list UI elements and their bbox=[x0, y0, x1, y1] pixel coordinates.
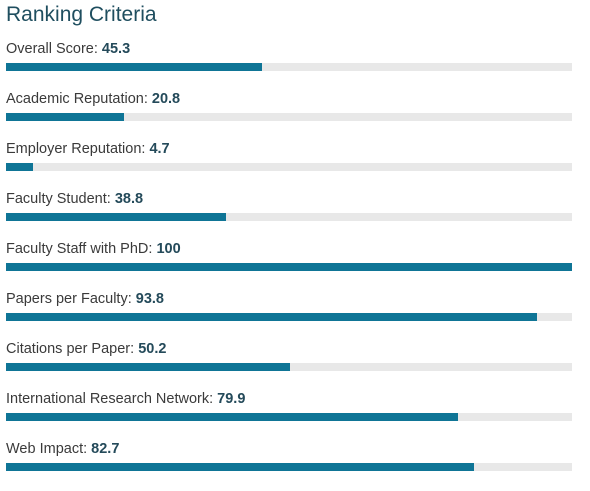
criterion-name: Faculty Student: bbox=[6, 191, 111, 207]
criterion-name: Citations per Paper: bbox=[6, 341, 135, 357]
section-title: Ranking Criteria bbox=[6, 3, 157, 26]
criterion-value: 20.8 bbox=[151, 91, 181, 107]
progress-bar-track bbox=[6, 313, 572, 321]
criterion-name: International Research Network: bbox=[6, 391, 214, 407]
progress-bar-track bbox=[6, 213, 572, 221]
criterion-label: Citations per Paper: 50.2 bbox=[6, 340, 572, 358]
criterion-value: 100 bbox=[156, 241, 181, 257]
criterion-row-citations-per-paper: Citations per Paper: 50.2 bbox=[6, 340, 572, 390]
criterion-row-international-research-network: International Research Network: 79.9 bbox=[6, 390, 572, 440]
progress-bar-fill bbox=[6, 413, 459, 421]
progress-bar-fill bbox=[6, 63, 263, 71]
criterion-label: Papers per Faculty: 93.8 bbox=[6, 290, 572, 308]
criterion-value: 4.7 bbox=[149, 141, 170, 157]
progress-bar-track bbox=[6, 163, 572, 171]
progress-bar-fill bbox=[6, 463, 475, 471]
criterion-row-faculty-student: Faculty Student: 38.8 bbox=[6, 190, 572, 240]
progress-bar-track bbox=[6, 363, 572, 371]
criterion-label: Overall Score: 45.3 bbox=[6, 40, 572, 58]
criterion-label: Academic Reputation: 20.8 bbox=[6, 90, 572, 108]
criterion-value: 38.8 bbox=[114, 191, 144, 207]
progress-bar-fill bbox=[6, 163, 33, 171]
criterion-name: Faculty Staff with PhD: bbox=[6, 241, 153, 257]
progress-bar-fill bbox=[6, 113, 124, 121]
criterion-label: Faculty Staff with PhD: 100 bbox=[6, 240, 572, 258]
ranking-criteria-panel: Ranking Criteria Overall Score: 45.3 Aca… bbox=[6, 0, 572, 490]
criterion-row-web-impact: Web Impact: 82.7 bbox=[6, 440, 572, 490]
criterion-name: Academic Reputation: bbox=[6, 91, 148, 107]
criterion-value: 82.7 bbox=[91, 441, 120, 457]
criterion-row-academic-reputation: Academic Reputation: 20.8 bbox=[6, 90, 572, 140]
criterion-row-overall-score: Overall Score: 45.3 bbox=[6, 40, 572, 90]
criterion-label: Faculty Student: 38.8 bbox=[6, 190, 572, 208]
criterion-row-faculty-staff-phd: Faculty Staff with PhD: 100 bbox=[6, 240, 572, 290]
criterion-value: 79.9 bbox=[217, 391, 246, 407]
criterion-label: International Research Network: 79.9 bbox=[6, 390, 572, 408]
criterion-name: Web Impact: bbox=[6, 441, 88, 457]
progress-bar-track bbox=[6, 263, 572, 271]
criterion-row-employer-reputation: Employer Reputation: 4.7 bbox=[6, 140, 572, 190]
progress-bar-track bbox=[6, 413, 572, 421]
criterion-value: 45.3 bbox=[101, 41, 131, 57]
progress-bar-track bbox=[6, 63, 572, 71]
criterion-value: 50.2 bbox=[138, 341, 167, 357]
criterion-value: 93.8 bbox=[135, 291, 164, 307]
progress-bar-fill bbox=[6, 263, 572, 271]
progress-bar-track bbox=[6, 463, 572, 471]
criterion-name: Papers per Faculty: bbox=[6, 291, 132, 307]
progress-bar-fill bbox=[6, 213, 226, 221]
criterion-label: Employer Reputation: 4.7 bbox=[6, 140, 572, 158]
progress-bar-fill bbox=[6, 363, 291, 371]
criteria-list: Overall Score: 45.3 Academic Reputation:… bbox=[6, 40, 572, 490]
criterion-row-papers-per-faculty: Papers per Faculty: 93.8 bbox=[6, 290, 572, 340]
progress-bar-track bbox=[6, 113, 572, 121]
criterion-name: Overall Score: bbox=[6, 41, 98, 57]
criterion-label: Web Impact: 82.7 bbox=[6, 440, 572, 458]
progress-bar-fill bbox=[6, 313, 537, 321]
criterion-name: Employer Reputation: bbox=[6, 141, 146, 157]
